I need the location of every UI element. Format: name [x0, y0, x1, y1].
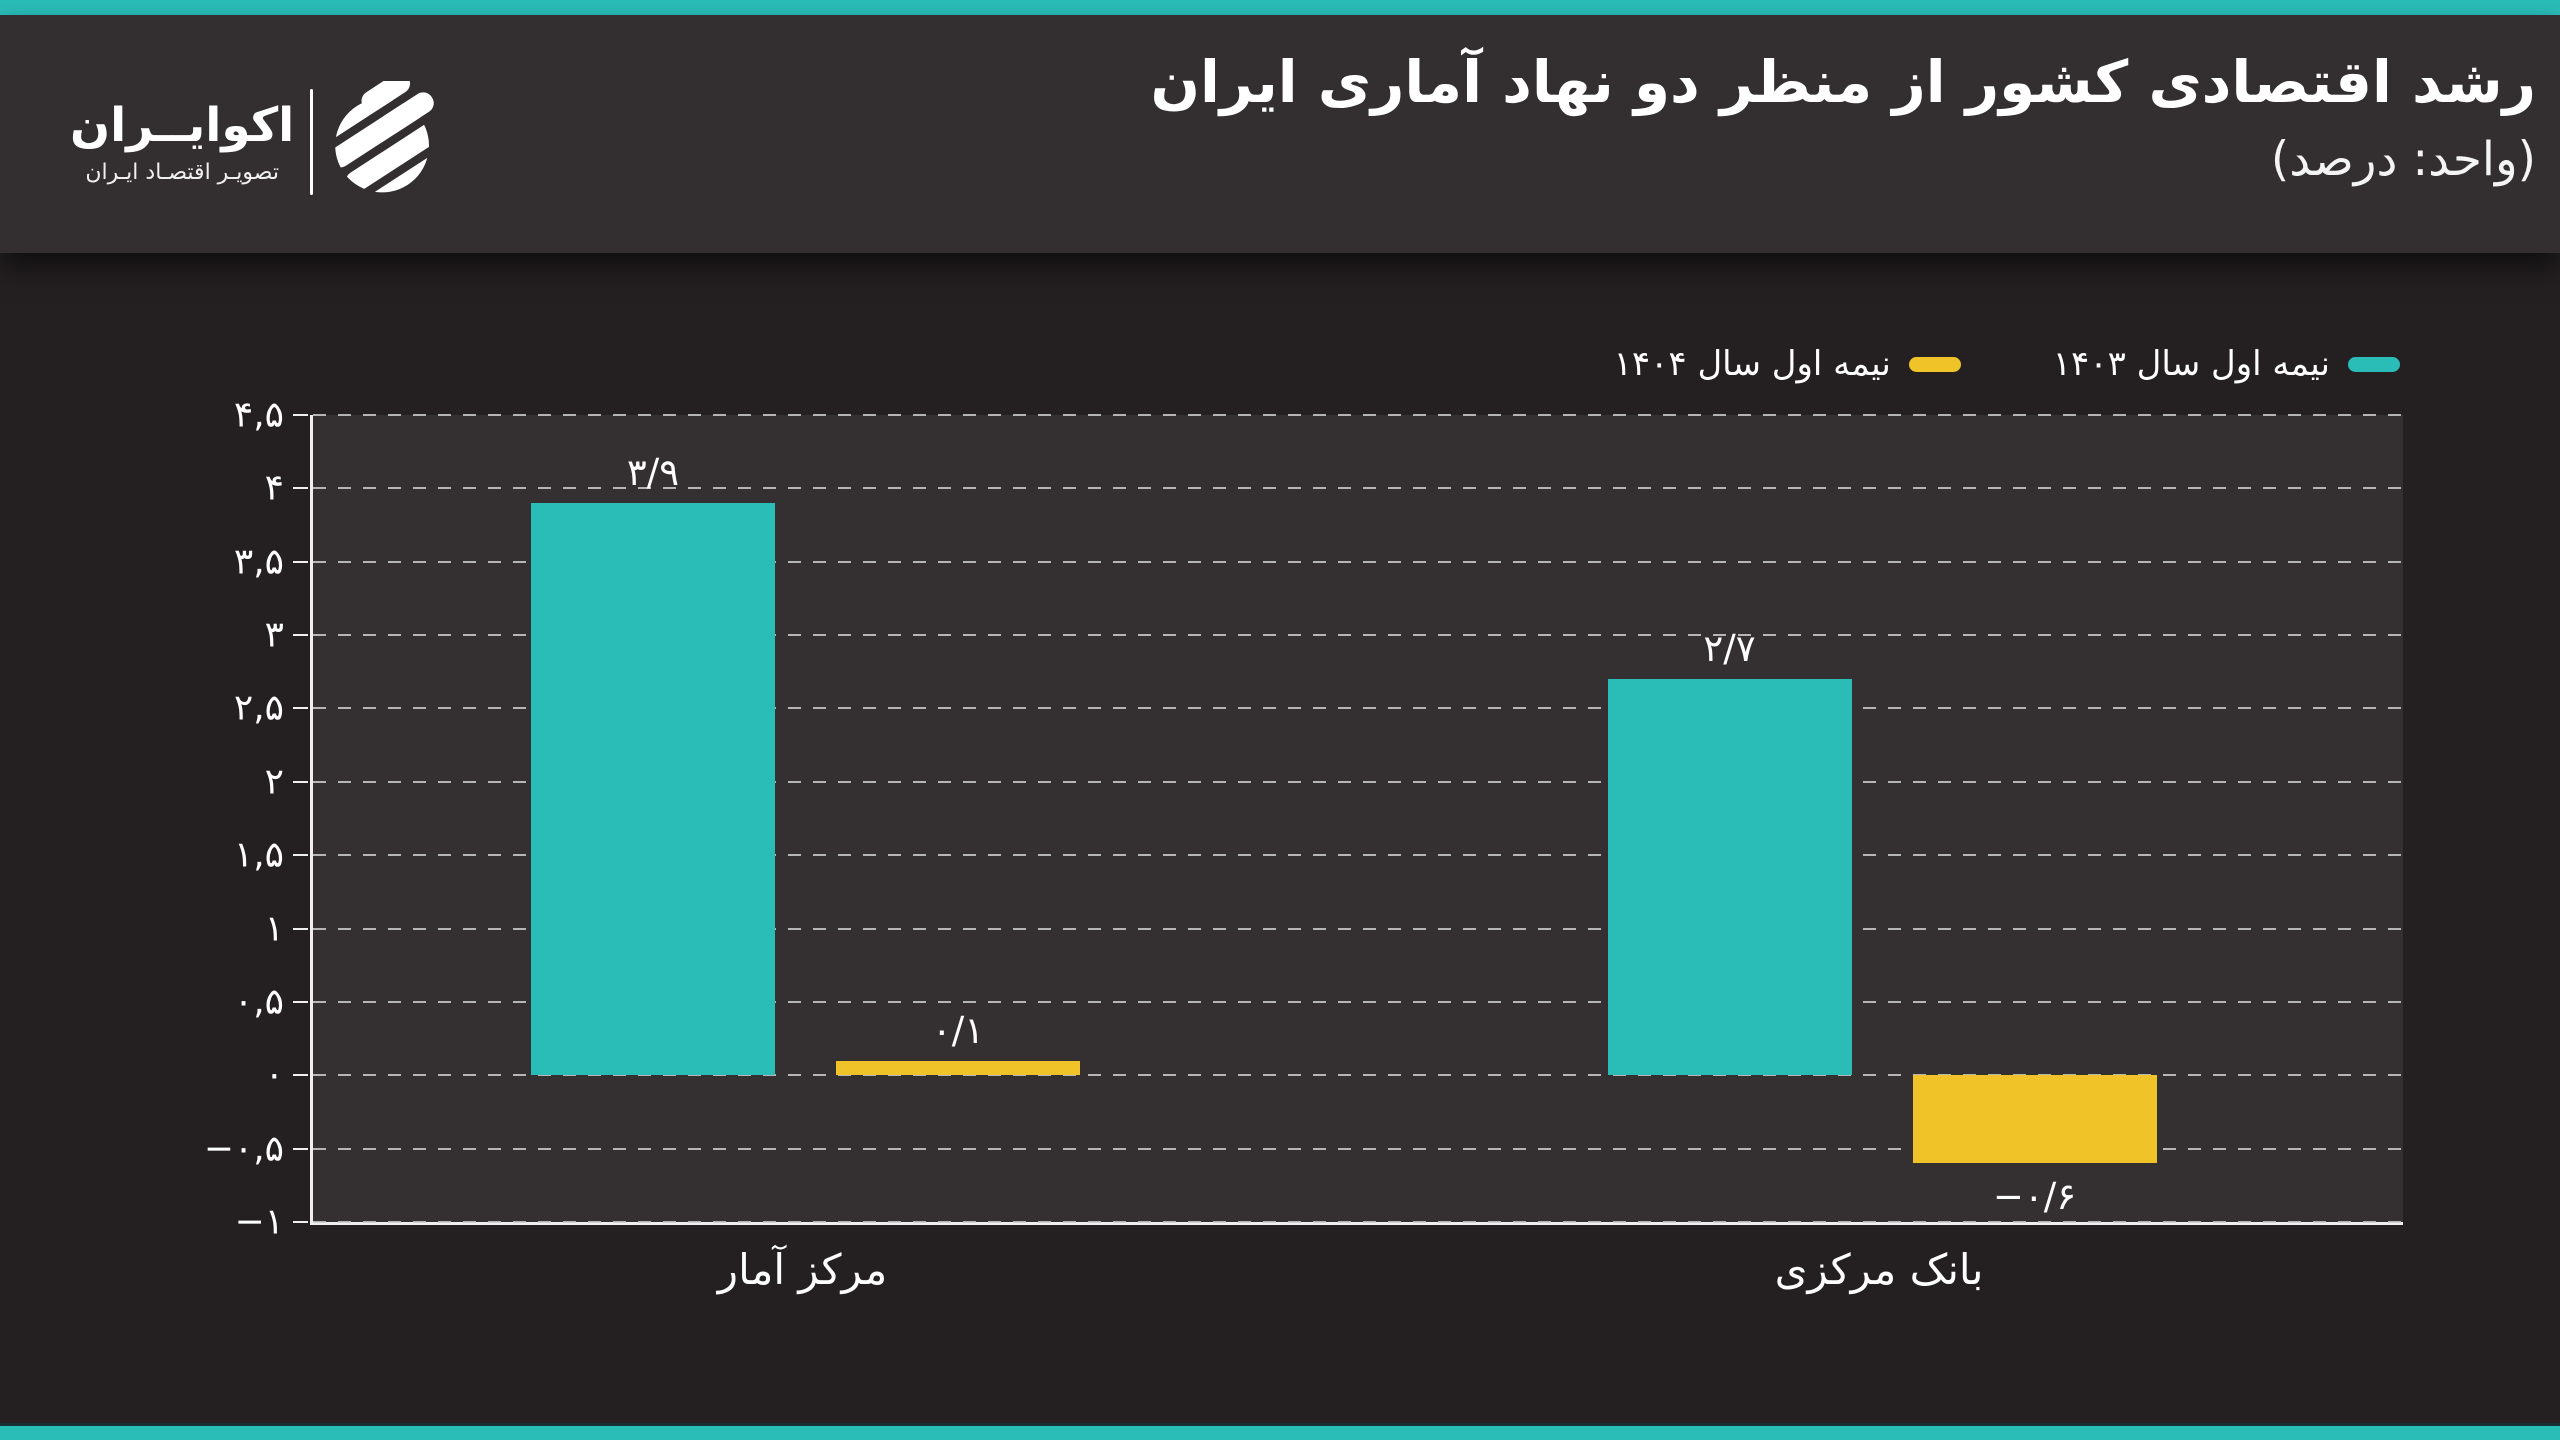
title-block: رشد اقتصادی کشور از منظر دو نهاد آماری ا…	[1151, 45, 2536, 189]
gridline	[313, 1221, 2403, 1223]
gridline	[313, 1147, 2403, 1150]
legend-label: نیمه اول سال ۱۴۰۳	[2052, 344, 2330, 384]
gridline	[313, 854, 2403, 857]
legend-item: نیمه اول سال ۱۴۰۴	[1614, 344, 1961, 384]
chart-title: رشد اقتصادی کشور از منظر دو نهاد آماری ا…	[1150, 48, 2536, 116]
gridline	[313, 560, 2403, 563]
y-axis-tick	[293, 414, 308, 416]
y-axis-tick	[293, 1221, 308, 1223]
y-axis-tick	[293, 707, 308, 710]
category-label: بانک مرکزی	[1774, 1245, 1984, 1294]
brand-name: اکوایــران	[70, 98, 295, 154]
y-tick-label: ۰,۵	[233, 981, 284, 1023]
y-axis-tick	[293, 1147, 308, 1150]
category-label: مرکز آمار	[717, 1245, 888, 1294]
bar-series1	[1607, 679, 1852, 1076]
brand-tagline: تصویـر اقتصـاد ایـران	[85, 159, 279, 185]
bar-value-label: −۰/۶	[1992, 1175, 2077, 1219]
bar-value-label: ۳/۹	[626, 451, 680, 495]
legend-swatch	[2348, 356, 2400, 372]
y-tick-label: ۴	[264, 467, 284, 509]
legend-item: نیمه اول سال ۱۴۰۳	[2053, 344, 2400, 384]
bar-series1	[531, 503, 775, 1076]
bar-series2	[836, 1060, 1080, 1076]
ecoiran-striped-globe-icon	[329, 81, 444, 203]
gridline	[313, 1074, 2403, 1077]
y-axis-tick	[293, 560, 308, 563]
legend: نیمه اول سال ۱۴۰۳ نیمه اول سال ۱۴۰۴	[1614, 344, 2400, 384]
y-tick-label: −۱	[234, 1201, 285, 1243]
y-axis-tick	[293, 487, 308, 490]
gridline	[313, 1000, 2403, 1003]
brand-divider	[310, 89, 314, 195]
bar-series2	[1912, 1075, 2157, 1164]
y-tick-label: ۲	[264, 761, 284, 803]
y-axis-tick	[293, 780, 308, 783]
y-axis-tick	[293, 854, 308, 857]
y-axis-tick	[293, 927, 308, 930]
y-tick-label: ۳	[264, 614, 284, 656]
legend-label: نیمه اول سال ۱۴۰۴	[1613, 344, 1891, 384]
plot-area: ۳/۹ ۲/۷ ۰/۱ −۰/۶	[293, 414, 2403, 1225]
y-tick-label: ۴,۵	[233, 394, 284, 436]
x-axis-labels: مرکز آمار بانک مرکزی	[310, 1245, 2400, 1315]
gridline	[313, 780, 2403, 783]
y-tick-label: ۰	[264, 1054, 284, 1096]
gridline	[313, 927, 2403, 930]
gridline	[313, 707, 2403, 710]
y-tick-label: ۲,۵	[233, 687, 284, 729]
brand-text: اکوایــران تصویـر اقتصـاد ایـران	[70, 98, 295, 185]
y-tick-label: −۰,۵	[203, 1128, 284, 1170]
header: رشد اقتصادی کشور از منظر دو نهاد آماری ا…	[0, 15, 2560, 253]
legend-swatch	[1908, 356, 1961, 372]
y-axis-tick	[293, 1074, 308, 1077]
bottom-accent-strip	[0, 1423, 2560, 1440]
y-axis: ۴,۵ ۴ ۳,۵ ۳ ۲,۵ ۲ ۱,۵ ۱ ۰,۵ ۰ −۰,۵ −۱	[0, 395, 284, 1243]
y-tick-label: ۱	[264, 908, 284, 950]
bar-value-label: ۰/۱	[931, 1008, 985, 1052]
y-axis-tick	[293, 634, 308, 637]
y-axis-tick	[293, 1000, 308, 1003]
gridline	[313, 414, 2403, 416]
y-tick-label: ۱,۵	[233, 834, 284, 876]
gridline	[313, 634, 2403, 637]
bar-value-label: ۲/۷	[1703, 627, 1756, 671]
chart-subtitle: (واحد: درصد)	[2270, 132, 2536, 188]
y-tick-label: ۳,۵	[233, 541, 284, 583]
gridline	[313, 487, 2403, 490]
brand-logo: اکوایــران تصویـر اقتصـاد ایـران	[70, 77, 444, 207]
